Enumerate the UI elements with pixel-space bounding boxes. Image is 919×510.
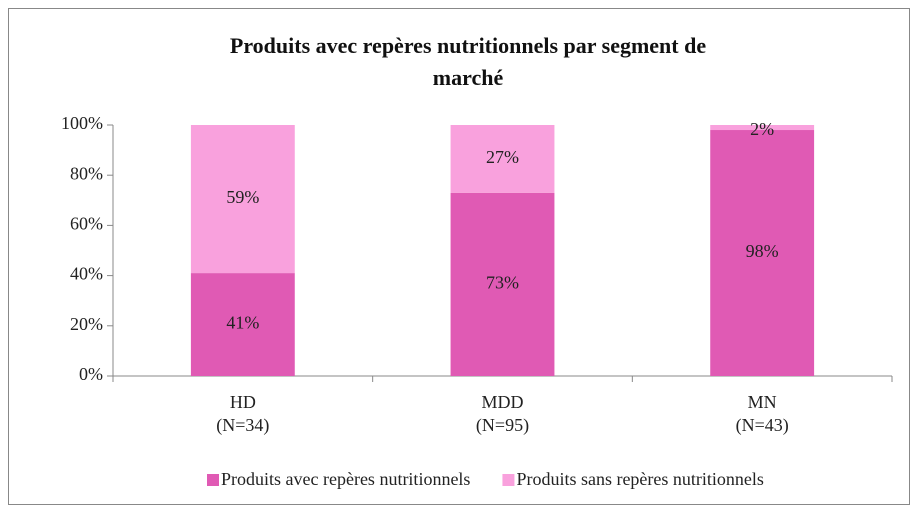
y-tick-label: 80% xyxy=(70,163,103,183)
legend-swatch xyxy=(207,474,219,486)
x-tick-label: MDD xyxy=(481,392,523,412)
data-label: 41% xyxy=(226,313,259,333)
bar-segment xyxy=(190,273,295,376)
x-tick-label: (N=95) xyxy=(476,415,529,436)
y-tick-label: 20% xyxy=(70,314,103,334)
chart-title: marché xyxy=(433,65,504,90)
y-tick-label: 100% xyxy=(61,113,103,133)
bar-segment xyxy=(710,130,815,376)
x-tick-label: MN xyxy=(748,392,777,412)
data-label: 98% xyxy=(746,241,779,261)
x-tick-label: HD xyxy=(230,392,256,412)
x-tick-label: (N=34) xyxy=(216,415,269,436)
bar-segment xyxy=(710,125,815,131)
legend-label: Produits sans repères nutritionnels xyxy=(516,469,763,489)
x-tick-label: (N=43) xyxy=(736,415,789,436)
legend-swatch xyxy=(502,474,515,486)
data-label: 2% xyxy=(750,119,774,139)
data-label: 59% xyxy=(226,187,259,207)
data-label: 27% xyxy=(486,147,519,167)
bar-segment xyxy=(450,125,555,193)
y-tick-label: 40% xyxy=(70,264,103,284)
y-tick-label: 0% xyxy=(79,364,103,384)
legend-label: Produits avec repères nutritionnels xyxy=(221,469,470,489)
bar-segment xyxy=(450,192,555,376)
y-tick-label: 60% xyxy=(70,214,103,234)
bar-segment xyxy=(190,125,295,274)
data-label: 73% xyxy=(486,273,519,293)
chart-title: Produits avec repères nutritionnels par … xyxy=(230,33,706,58)
